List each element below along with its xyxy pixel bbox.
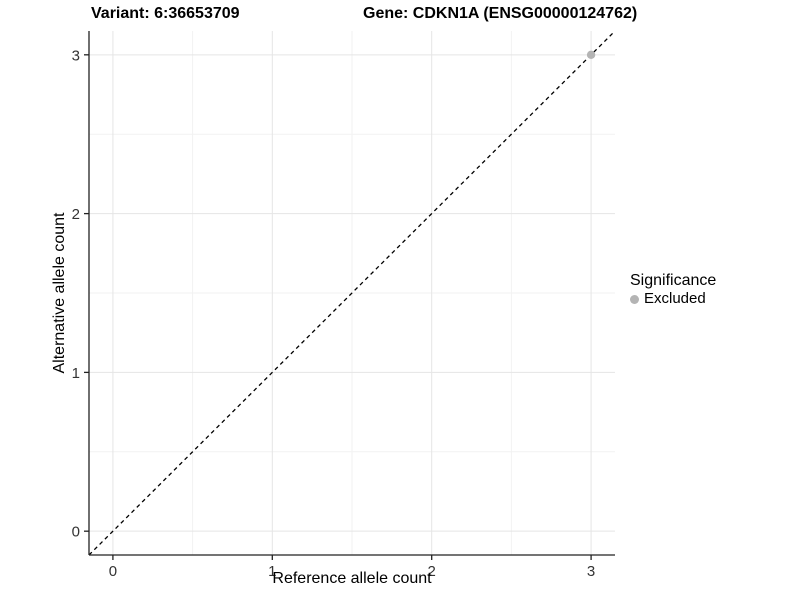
legend-title: Significance: [630, 272, 717, 289]
plot-title-variant: Variant: 6:36653709: [91, 5, 240, 22]
svg-text:3: 3: [72, 47, 80, 64]
y-axis-title: Alternative allele count: [51, 212, 68, 374]
x-axis-title: Reference allele count: [272, 570, 432, 587]
legend: Significance Excluded: [630, 271, 716, 308]
legend-item-excluded: Excluded: [630, 290, 716, 308]
svg-text:2: 2: [428, 563, 436, 580]
legend-item-label: Excluded: [644, 290, 706, 307]
svg-text:0: 0: [72, 524, 80, 541]
excluded-point-icon: [630, 294, 639, 304]
svg-text:3: 3: [587, 563, 595, 580]
svg-text:0: 0: [109, 563, 117, 580]
svg-text:1: 1: [268, 563, 276, 580]
plot-title-gene: Gene: CDKN1A (ENSG00000124762): [363, 5, 638, 22]
svg-text:2: 2: [72, 206, 80, 223]
svg-text:1: 1: [72, 365, 80, 382]
